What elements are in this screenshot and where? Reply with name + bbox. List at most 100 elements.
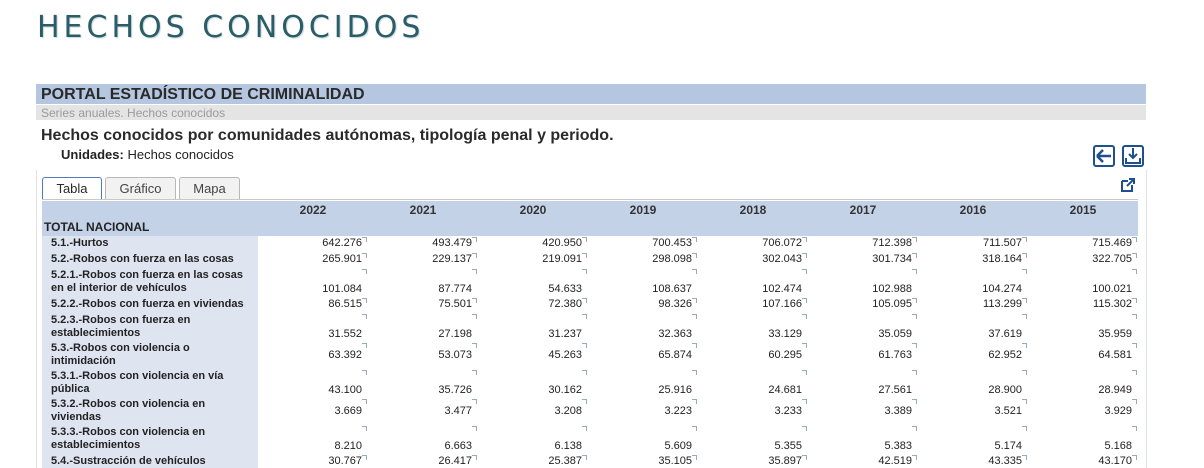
cell: 8.210 <box>258 425 368 454</box>
cell: 107.166 <box>698 297 808 313</box>
table-row: 5.2.1.-Robos con fuerza en las cosas en … <box>42 268 1138 297</box>
table-row: 5.3.2.-Robos con violencia en viviendas 3… <box>42 398 1138 425</box>
open-icon[interactable] <box>1120 177 1136 193</box>
cell: 43.335 <box>918 454 1028 468</box>
cell: 108.637 <box>588 268 698 297</box>
portal-bar: PORTAL ESTADÍSTICO DE CRIMINALIDAD <box>36 84 1146 104</box>
table-row: 5.2.3.-Robos con fuerza en establecimien… <box>42 313 1138 342</box>
cell: 298.098 <box>588 252 698 268</box>
portal-title: PORTAL ESTADÍSTICO DE CRIMINALIDAD <box>41 86 365 103</box>
cell: 113.299 <box>918 297 1028 313</box>
row-label: 5.2.1.-Robos con fuerza en las cosas en … <box>42 268 258 297</box>
cell: 3.389 <box>808 398 918 425</box>
cell: 87.774 <box>368 268 478 297</box>
cell: 61.763 <box>808 342 918 369</box>
tab[interactable]: Tabla <box>42 177 102 199</box>
row-label: 5.1.-Hurtos <box>42 236 258 252</box>
cell: 35.059 <box>808 313 918 342</box>
cell: 98.326 <box>588 297 698 313</box>
table-row: 5.2.-Robos con fuerza en las cosas 265.90… <box>42 252 1138 268</box>
cell: 32.363 <box>588 313 698 342</box>
cell: 28.900 <box>918 369 1028 398</box>
cell: 35.105 <box>588 454 698 468</box>
cell: 72.380 <box>478 297 588 313</box>
cell: 5.174 <box>918 425 1028 454</box>
table-row: 5.2.2.-Robos con fuerza en viviendas 86.5… <box>42 297 1138 313</box>
cell: 64.581 <box>1028 342 1138 369</box>
download-button[interactable] <box>1122 145 1144 167</box>
cell: 105.095 <box>808 297 918 313</box>
column-header: 2020 <box>478 201 588 236</box>
table-row: 5.3.3.-Robos con violencia en establecim… <box>42 425 1138 454</box>
row-label: 5.4.-Sustracción de vehículos <box>42 454 258 468</box>
table-title: Hechos conocidos por comunidades autónom… <box>41 127 614 144</box>
cell: 43.100 <box>258 369 368 398</box>
row-label: 5.3.1.-Robos con violencia en vía públic… <box>42 369 258 398</box>
cell: 27.561 <box>808 369 918 398</box>
back-icon <box>1096 149 1111 163</box>
column-header: 2016 <box>918 201 1028 236</box>
cell: 5.383 <box>808 425 918 454</box>
tab[interactable]: Mapa <box>179 177 240 199</box>
cell: 30.767 <box>258 454 368 468</box>
cell: 31.237 <box>478 313 588 342</box>
cell: 3.233 <box>698 398 808 425</box>
cell: 53.073 <box>368 342 478 369</box>
units-value: Hechos conocidos <box>127 147 234 162</box>
tab-line <box>42 199 1138 200</box>
cell: 3.521 <box>918 398 1028 425</box>
cell: 35.959 <box>1028 313 1138 342</box>
row-label: 5.3.3.-Robos con violencia en establecim… <box>42 425 258 454</box>
cell: 35.726 <box>368 369 478 398</box>
cell: 100.021 <box>1028 268 1138 297</box>
column-header: 2021 <box>368 201 478 236</box>
units: Unidades: Hechos conocidos <box>61 147 234 162</box>
table-row: 5.3.-Robos con violencia o intimidación 6… <box>42 342 1138 369</box>
back-button[interactable] <box>1093 145 1115 167</box>
cell: 420.950 <box>478 236 588 252</box>
table-row: 5.1.-Hurtos 642.276 493.479 420.950 700.453 7… <box>42 236 1138 252</box>
cell: 102.474 <box>698 268 808 297</box>
cell: 3.477 <box>368 398 478 425</box>
column-header: 2019 <box>588 201 698 236</box>
series-text: Series anuales. Hechos conocidos <box>41 106 226 120</box>
cell: 3.223 <box>588 398 698 425</box>
cell: 5.355 <box>698 425 808 454</box>
cell: 28.949 <box>1028 369 1138 398</box>
cell: 25.387 <box>478 454 588 468</box>
cell: 31.552 <box>258 313 368 342</box>
cell: 115.302 <box>1028 297 1138 313</box>
cell: 642.276 <box>258 236 368 252</box>
cell: 302.043 <box>698 252 808 268</box>
cell: 75.501 <box>368 297 478 313</box>
cell: 3.669 <box>258 398 368 425</box>
cell: 3.208 <box>478 398 588 425</box>
row-label: 5.3.2.-Robos con violencia en viviendas <box>42 398 258 425</box>
cell: 37.619 <box>918 313 1028 342</box>
cell: 219.091 <box>478 252 588 268</box>
cell: 35.897 <box>698 454 808 468</box>
tab[interactable]: Gráfico <box>105 177 176 199</box>
column-header: 2017 <box>808 201 918 236</box>
cell: 101.084 <box>258 268 368 297</box>
cell: 62.952 <box>918 342 1028 369</box>
download-icon <box>1125 148 1141 164</box>
cell: 700.453 <box>588 236 698 252</box>
cell: 6.663 <box>368 425 478 454</box>
cell: 60.295 <box>698 342 808 369</box>
cell: 42.519 <box>808 454 918 468</box>
cell: 54.633 <box>478 268 588 297</box>
table-row: 5.3.1.-Robos con violencia en vía públic… <box>42 369 1138 398</box>
cell: 43.170 <box>1028 454 1138 468</box>
cell: 493.479 <box>368 236 478 252</box>
column-header: 2015 <box>1028 201 1138 236</box>
cell: 86.515 <box>258 297 368 313</box>
row-label: 5.2.2.-Robos con fuerza en viviendas <box>42 297 258 313</box>
header-row: TOTAL NACIONAL 2022 2021 2020 2019 2018 2017 20… <box>42 201 1138 236</box>
cell: 711.507 <box>918 236 1028 252</box>
row-label: 5.2.-Robos con fuerza en las cosas <box>42 252 258 268</box>
cell: 318.164 <box>918 252 1028 268</box>
column-header: 2022 <box>258 201 368 236</box>
cell: 265.901 <box>258 252 368 268</box>
